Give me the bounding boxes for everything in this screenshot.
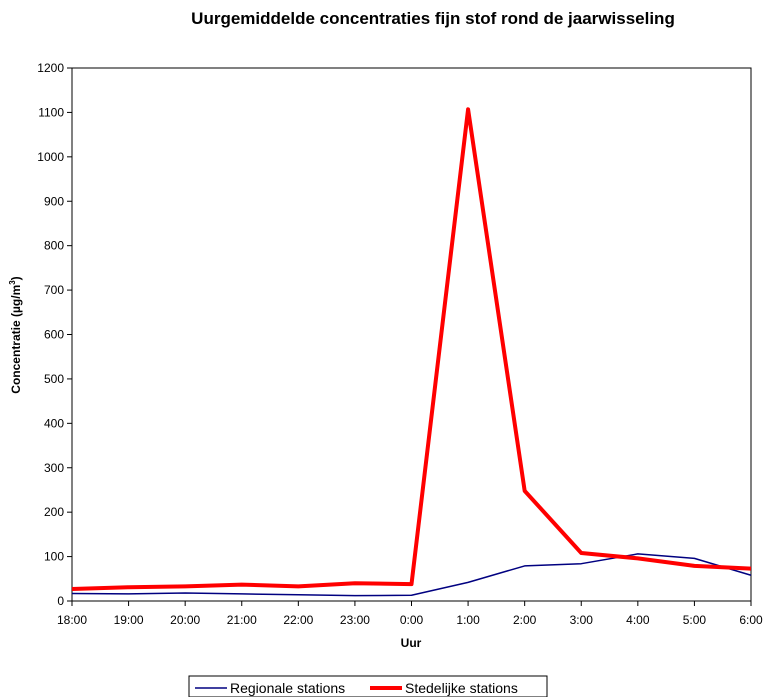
y-axis: 0 100 200 300 400 500 600 700 800 900 1000 1100 1200: [37, 61, 72, 608]
y-tick-label: 700: [44, 283, 64, 297]
plot-area: [71, 67, 752, 602]
x-tick-label: 1:00: [456, 613, 480, 627]
x-tick-label: 5:00: [683, 613, 707, 627]
y-tick-label: 500: [44, 372, 64, 386]
x-tick-label: 20:00: [170, 613, 200, 627]
x-axis: 18:00 19:00 20:00 21:00 22:00 23:00 0:00 1:00 2:…: [57, 601, 763, 627]
y-tick-label: 800: [44, 239, 64, 253]
legend-label-regionale-stations: Regionale stations: [230, 680, 345, 696]
y-tick-label: 1200: [37, 61, 64, 75]
x-tick-label: 22:00: [283, 613, 313, 627]
y-tick-label: 100: [44, 550, 64, 564]
svg-text:Concentratie (µg/m3): Concentratie (µg/m3): [8, 276, 23, 393]
y-tick-label: 900: [44, 194, 64, 208]
x-tick-label: 18:00: [57, 613, 87, 627]
x-tick-label: 4:00: [626, 613, 650, 627]
y-tick-label: 400: [44, 416, 64, 430]
x-tick-label: 21:00: [227, 613, 257, 627]
x-tick-label: 6:00: [739, 613, 763, 627]
y-axis-title-end: ): [9, 276, 23, 280]
chart-title: Uurgemiddelde concentraties fijn stof ro…: [191, 9, 675, 28]
x-tick-label: 2:00: [513, 613, 537, 627]
y-tick-label: 1000: [37, 150, 64, 164]
legend-label-stedelijke-stations: Stedelijke stations: [405, 680, 518, 696]
y-tick-label: 600: [44, 328, 64, 342]
x-tick-label: 0:00: [400, 613, 424, 627]
y-tick-label: 0: [57, 594, 64, 608]
series-line-regionale-stations: [71, 553, 752, 597]
series-line-stedelijke-stations: [71, 107, 752, 592]
series-lines: [71, 107, 752, 597]
x-tick-label: 23:00: [340, 613, 370, 627]
y-tick-label: 1100: [38, 105, 64, 119]
x-tick-label: 3:00: [570, 613, 594, 627]
x-tick-label: 19:00: [114, 613, 144, 627]
y-axis-title-main: Concentratie (µg/m: [9, 285, 23, 394]
y-tick-label: 300: [44, 461, 64, 475]
y-axis-title-sup: 3: [8, 280, 17, 285]
y-axis-title: Concentratie (µg/m3): [8, 276, 23, 393]
legend-box: [188, 675, 548, 697]
x-axis-title: Uur: [401, 636, 422, 650]
legend: Regionale stations Stedelijke stations: [188, 675, 548, 697]
y-tick-label: 200: [44, 505, 64, 519]
